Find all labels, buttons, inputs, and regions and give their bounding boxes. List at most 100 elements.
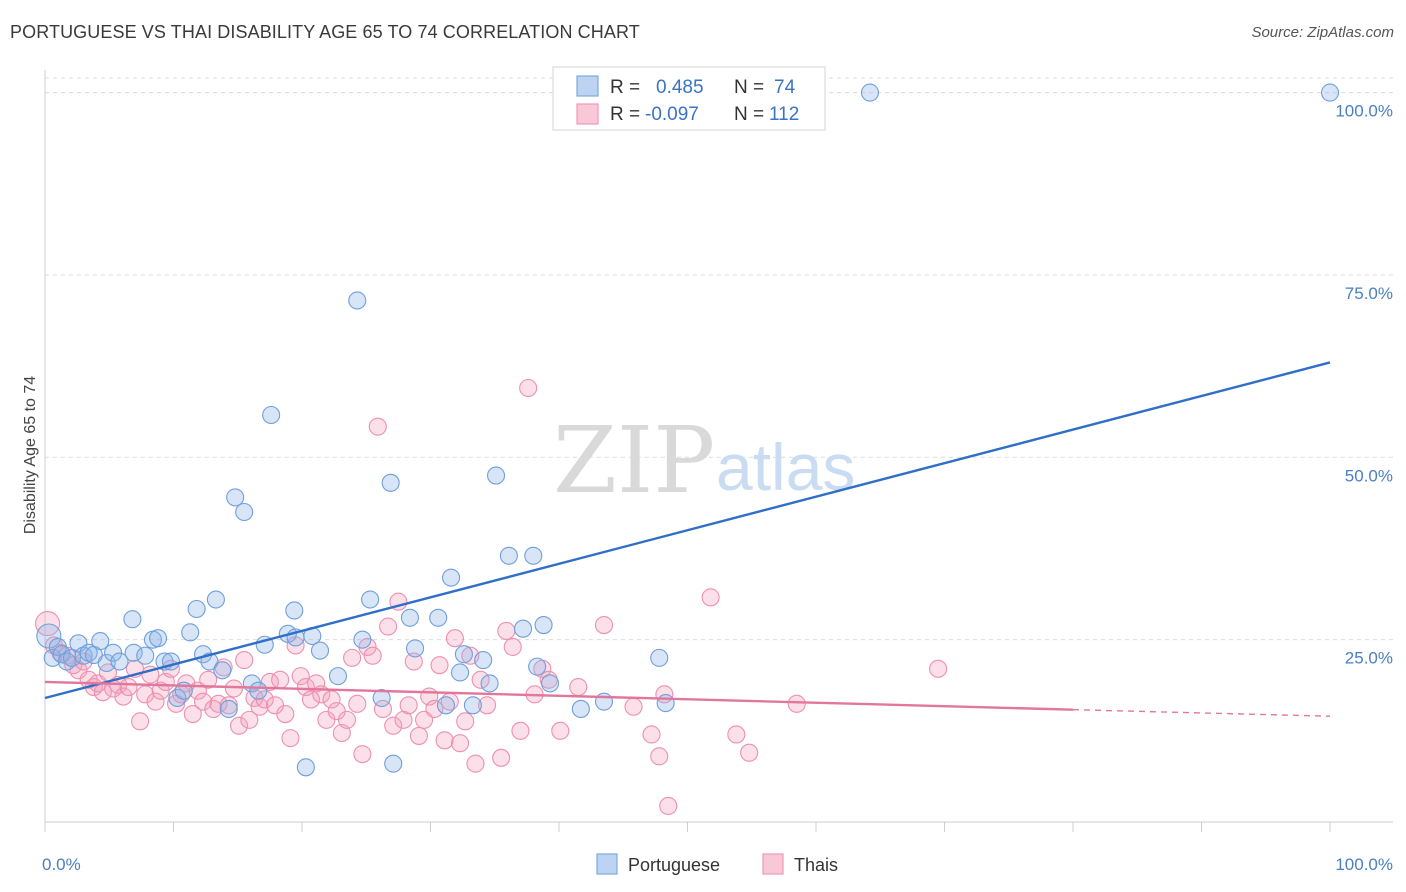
thais-point-17: [131, 712, 150, 731]
thais-point-84: [477, 696, 497, 715]
legend-r-value-portuguese: 0.485: [656, 77, 704, 98]
thais-point-93: [551, 721, 570, 740]
thais-point-80: [456, 712, 475, 731]
portuguese-point-10: [91, 632, 110, 651]
thais-points: [35, 378, 948, 816]
thais-point-100: [659, 796, 678, 816]
x-tick-labels: 0.0% 100.0%: [42, 855, 1393, 874]
portuguese-point-53: [442, 568, 461, 587]
watermark-zip: ZIP: [553, 407, 715, 514]
portuguese-point-37: [285, 601, 304, 620]
thais-point-75: [430, 656, 449, 675]
thais-point-97: [642, 725, 661, 744]
portuguese-point-64: [534, 616, 553, 635]
thais-point-48: [291, 667, 310, 686]
portuguese-point-47: [381, 473, 400, 492]
portuguese-point-29: [219, 699, 238, 718]
portuguese-point-16: [136, 646, 155, 665]
portuguese-points: [36, 83, 1340, 777]
x-tick-label-0: 0.0%: [42, 855, 81, 874]
thais-point-21: [151, 681, 170, 700]
portuguese-point-33: [249, 681, 268, 700]
thais-point-20: [146, 692, 165, 711]
thais-point-104: [787, 694, 806, 713]
bottom-legend-label-portuguese: Portuguese: [628, 855, 720, 875]
thais-point-54: [322, 690, 341, 709]
portuguese-point-63: [528, 657, 547, 676]
thais-point-51: [307, 674, 326, 693]
thais-point-78: [445, 629, 464, 648]
thais-point-86: [497, 621, 516, 640]
thais-point-70: [404, 652, 423, 671]
portuguese-point-18: [149, 629, 168, 648]
portuguese-point-27: [206, 590, 225, 609]
chart-source: Source: ZipAtlas.com: [1251, 24, 1394, 41]
bottom-legend-swatch-thais: [762, 853, 784, 875]
thais-point-103: [740, 743, 759, 762]
thais-point-98: [650, 747, 669, 766]
portuguese-point-52: [436, 696, 455, 715]
thais-point-37: [235, 651, 254, 670]
portuguese-point-69: [656, 694, 675, 713]
series-legend: Portuguese Thais: [596, 853, 838, 875]
portuguese-point-42: [328, 667, 348, 686]
thais-point-87: [503, 637, 522, 656]
thais-point-14: [114, 687, 133, 706]
portuguese-point-56: [463, 696, 482, 715]
thais-point-83: [471, 670, 490, 689]
thais-point-29: [194, 692, 213, 711]
thais-point-46: [281, 729, 300, 748]
portuguese-point-14: [123, 610, 142, 629]
axes: [44, 70, 1393, 832]
portuguese-point-51: [429, 608, 448, 627]
thais-point-63: [368, 417, 387, 436]
x-tick-label-1: 100.0%: [1335, 855, 1393, 874]
thais-point-101: [701, 588, 720, 607]
legend-r-label-portuguese: R =: [610, 77, 640, 98]
legend-r-value-thais: -0.097: [645, 104, 699, 125]
thais-point-66: [384, 716, 403, 735]
trend-lines: [44, 361, 1331, 717]
thais-point-62: [363, 646, 382, 665]
portuguese-point-48: [384, 754, 403, 773]
legend-n-value-portuguese: 74: [774, 77, 796, 98]
legend-swatch-portuguese: [576, 75, 599, 97]
portuguese-point-61: [513, 619, 533, 638]
y-axis-label: Disability Age 65 to 74: [22, 376, 39, 534]
legend-r-label-thais: R =: [610, 104, 640, 125]
portuguese-point-71: [1320, 83, 1340, 102]
portuguese-point-1: [43, 648, 62, 667]
portuguese-point-0: [36, 623, 62, 649]
thais-point-76: [435, 731, 454, 750]
legend-swatch-thais: [576, 103, 599, 125]
stats-legend: R = 0.485 N = 74 R = -0.097 N = 112: [552, 66, 826, 131]
thais-point-94: [569, 678, 588, 697]
thais-point-60: [353, 745, 372, 764]
thais-point-57: [337, 710, 357, 729]
portuguese-point-70: [860, 83, 880, 102]
watermark: ZIP atlas: [553, 407, 855, 514]
thais-point-15: [119, 678, 138, 697]
thais-point-96: [624, 697, 643, 716]
thais-point-44: [271, 670, 290, 689]
thais-point-50: [301, 690, 321, 709]
portuguese-point-68: [650, 648, 669, 667]
thais-point-71: [409, 726, 428, 745]
portuguese-point-31: [235, 502, 254, 522]
portuguese-point-60: [499, 546, 518, 565]
portuguese-point-39: [296, 758, 315, 777]
thais-point-36: [229, 716, 249, 735]
y-tick-label-2: 75.0%: [1345, 284, 1393, 303]
thais-point-27: [183, 704, 202, 724]
thais-point-74: [425, 699, 444, 718]
thais-point-69: [399, 696, 418, 715]
bottom-legend-swatch-portuguese: [596, 853, 618, 875]
thais-point-30: [199, 670, 218, 689]
portuguese-point-44: [353, 630, 372, 649]
thais-point-89: [519, 378, 538, 398]
portuguese-point-66: [571, 699, 590, 718]
thais-point-105: [929, 659, 948, 678]
portuguese-point-58: [480, 674, 499, 693]
portuguese-trend-line: [44, 361, 1331, 700]
